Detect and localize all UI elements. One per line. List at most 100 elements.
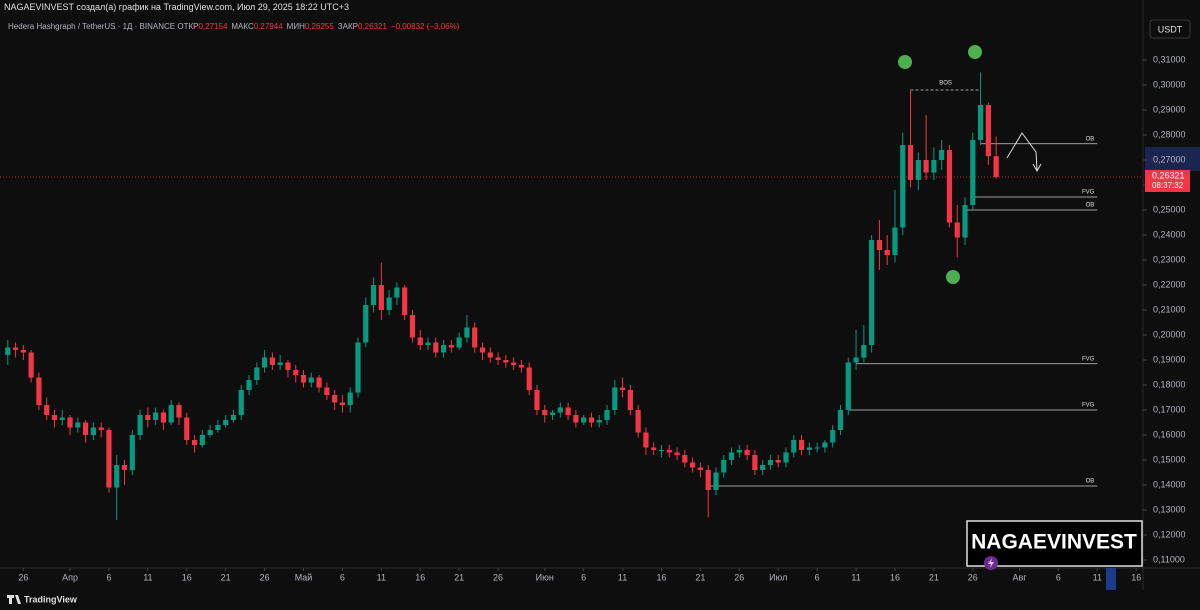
candle-body [573, 415, 579, 423]
y-tick-label: 0,17000 [1153, 404, 1186, 414]
candle-body [612, 387, 618, 410]
candle-body [394, 287, 400, 298]
candle-body [254, 367, 260, 380]
y-tick-label: 0,21000 [1153, 304, 1186, 314]
ohlc-value: 0,27154 [198, 22, 228, 31]
candle-body [814, 447, 820, 449]
candle-body [479, 347, 486, 353]
y-tick-label: 0,13000 [1153, 504, 1186, 514]
candle-body [806, 447, 812, 450]
ohlc-label: МАКС [231, 22, 254, 31]
candle-body [448, 345, 454, 348]
x-tick-label: Апр [62, 572, 78, 582]
last-price-box [1145, 169, 1190, 192]
candle-body [440, 345, 447, 353]
x-tick-label: 16 [656, 572, 666, 582]
candle-body [892, 227, 898, 255]
ohlc-value: 0,26321 [357, 22, 387, 31]
x-tick-label: 11 [143, 572, 152, 582]
marker [898, 55, 912, 69]
y-tick-label: 0,22000 [1153, 279, 1186, 289]
candle-body [970, 140, 976, 205]
x-tick-label: 26 [734, 572, 744, 582]
candle-body [690, 462, 696, 468]
candle-body [503, 360, 509, 363]
candle-body [526, 367, 532, 390]
candle-body [534, 390, 540, 410]
candle-body [332, 395, 338, 403]
candle-body [464, 327, 470, 338]
candle-body [900, 145, 906, 228]
candle-body [370, 285, 377, 305]
attribution: NAGAEVINVEST создал(а) график на Trading… [4, 2, 350, 12]
candle-body [643, 432, 649, 448]
candle-body [518, 365, 525, 368]
y-tick-label: 0,23000 [1153, 254, 1186, 264]
x-tick-label: 21 [929, 572, 939, 582]
candle-body [985, 105, 991, 157]
candle-body [876, 240, 883, 250]
y-tick-label: 0,19000 [1153, 354, 1186, 364]
ohlc-label: ЗАКР [337, 22, 358, 31]
candle-body [355, 342, 361, 393]
candle-body [44, 405, 50, 415]
candle-body [962, 205, 968, 238]
y-tick-label: 0,11000 [1153, 554, 1185, 564]
candle-body [596, 420, 602, 423]
candle-body [721, 460, 727, 473]
candle-body [402, 287, 408, 315]
ohlc-value: 0,27944 [253, 22, 283, 31]
x-tick-label: 21 [695, 572, 705, 582]
level-label: OB [1086, 136, 1095, 142]
tv-logo [7, 595, 21, 604]
candle-body [604, 410, 610, 420]
y-tick-label: 0,12000 [1153, 529, 1186, 539]
level-label: OB [1086, 203, 1095, 209]
candle-body [861, 345, 867, 358]
candle-body [581, 417, 587, 423]
candle-body [705, 470, 711, 490]
candle-body [915, 160, 921, 180]
y-tick-label: 0,27000 [1153, 154, 1186, 164]
x-tick-label: 16 [415, 572, 425, 582]
candle-body [106, 430, 112, 488]
y-tick-label: 0,24000 [1153, 229, 1186, 239]
x-tick-label: 11 [1093, 572, 1102, 582]
candle-body [557, 407, 563, 413]
marker [968, 45, 982, 59]
candle-body [845, 362, 851, 410]
candle-body [277, 362, 283, 365]
candle-body [67, 417, 73, 428]
candle-body [363, 305, 369, 343]
candle-body [791, 440, 797, 453]
candle-body [939, 150, 945, 160]
candle-body [293, 370, 299, 375]
candle-body [456, 337, 462, 348]
currency-button[interactable] [1149, 19, 1191, 39]
x-tick-label: Май [295, 572, 313, 582]
x-tick-label: 11 [377, 572, 386, 582]
candle-body [822, 442, 828, 448]
x-tick-label: 26 [18, 572, 28, 582]
candle-body [246, 380, 252, 390]
x-tick-label: 16 [890, 572, 900, 582]
candle-body [207, 430, 213, 435]
x-tick-label: 26 [493, 572, 503, 582]
ohlc-label: ОТКР [177, 22, 199, 31]
x-tick-label: 6 [340, 572, 345, 582]
x-tick-label: 6 [815, 572, 820, 582]
bos-label: BOS [939, 81, 952, 87]
countdown: 08:37:32 [1152, 181, 1184, 190]
candle-body [5, 347, 11, 355]
candle-body [697, 467, 704, 470]
candle-body [347, 392, 353, 405]
candle-body [12, 347, 19, 350]
candle-body [736, 450, 742, 453]
candle-body [658, 450, 665, 451]
candle-body [339, 402, 346, 405]
candle-body [884, 250, 890, 255]
candle-body [36, 377, 42, 405]
candle-body [954, 222, 960, 238]
candle-body [853, 357, 859, 363]
x-tick-label: 6 [1056, 572, 1061, 582]
